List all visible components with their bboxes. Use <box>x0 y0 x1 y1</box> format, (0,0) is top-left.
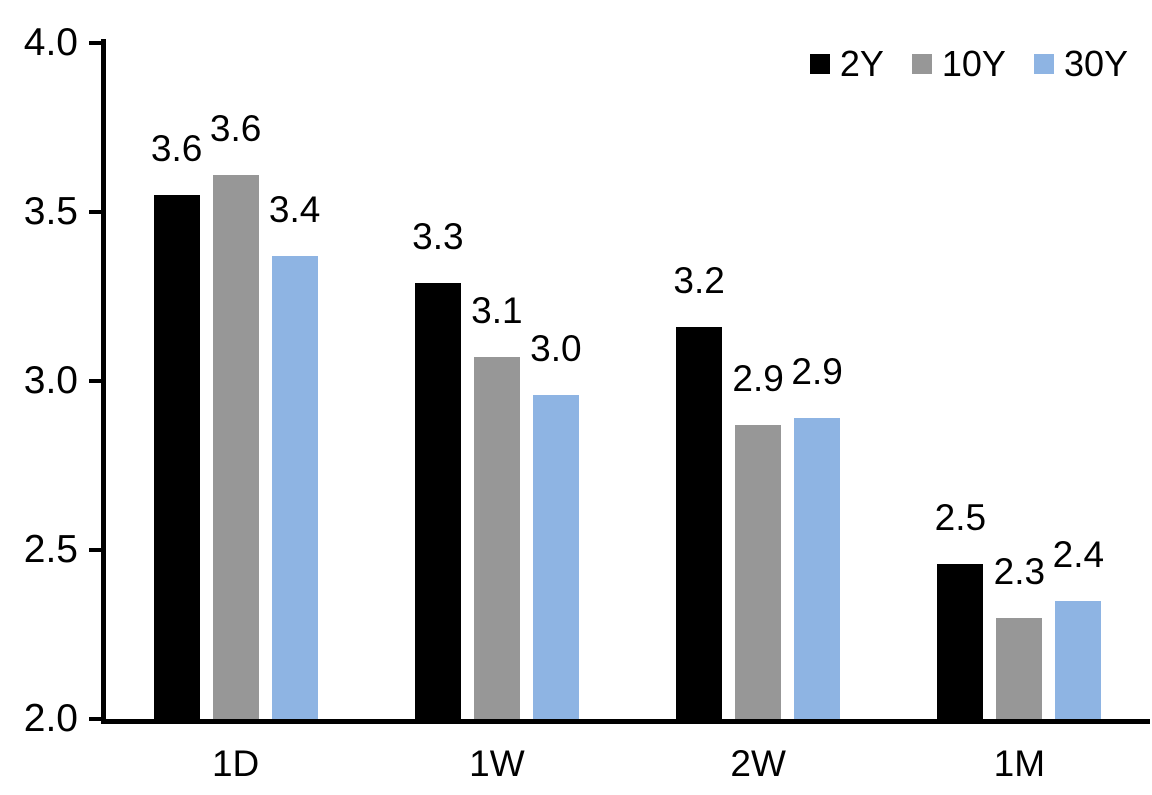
bar-30y-1w <box>532 394 579 719</box>
bar-value-label: 2.3 <box>993 550 1046 592</box>
x-category-label-1m: 1M <box>993 743 1046 784</box>
bar-2y-2w <box>676 326 723 719</box>
y-tick <box>89 41 101 45</box>
y-axis-line <box>101 39 106 724</box>
bar-value-label: 3.1 <box>471 290 523 332</box>
legend-item-2y: 2Y <box>809 43 884 84</box>
legend-item-30y: 30Y <box>1033 43 1128 84</box>
bar-2y-1d <box>153 195 200 719</box>
bar-value-label: 2.9 <box>791 351 843 393</box>
bar-30y-1m <box>1055 600 1102 719</box>
x-category-label-1w: 1W <box>469 743 525 784</box>
bar-value-label: 3.2 <box>673 259 725 301</box>
bar-value-label: 2.9 <box>732 357 784 399</box>
bar-value-label: 3.0 <box>530 327 582 369</box>
y-tick-label: 2.5 <box>23 528 78 571</box>
y-tick <box>89 548 101 552</box>
bar-value-label: 3.3 <box>412 215 464 257</box>
bar-value-label: 2.5 <box>934 496 987 538</box>
y-tick-label: 3.0 <box>23 359 78 402</box>
bar-2y-1m <box>937 563 984 719</box>
x-category-label-2w: 2W <box>730 743 786 784</box>
bar-2y-1w <box>414 282 461 719</box>
bar-10y-1d <box>212 174 259 719</box>
legend-item-10y: 10Y <box>911 43 1006 84</box>
bar-30y-1d <box>271 255 318 719</box>
legend-swatch-10y <box>911 54 932 74</box>
x-axis-line <box>101 719 1150 724</box>
bar-10y-2w <box>735 424 782 719</box>
bar-10y-1m <box>996 617 1043 719</box>
legend-swatch-30y <box>1033 54 1054 74</box>
legend-label: 30Y <box>1063 43 1128 84</box>
x-category-label-1d: 1D <box>211 743 260 784</box>
y-tick <box>89 717 101 721</box>
legend-label: 10Y <box>941 43 1006 84</box>
y-tick <box>89 210 101 214</box>
bar-value-label: 3.6 <box>150 128 203 170</box>
legend-label: 2Y <box>839 43 884 84</box>
y-tick-label: 4.0 <box>23 21 78 64</box>
y-tick-label: 2.0 <box>23 697 78 740</box>
chart-legend: 2Y 10Y 30Y <box>809 43 1128 84</box>
bar-value-label: 2.4 <box>1052 533 1105 575</box>
y-tick-label: 3.5 <box>23 190 78 233</box>
y-tick <box>89 379 101 383</box>
bar-30y-2w <box>794 418 841 719</box>
legend-swatch-2y <box>809 54 830 74</box>
bar-value-label: 3.4 <box>268 188 321 230</box>
bar-value-label: 3.6 <box>209 107 262 149</box>
bar-10y-1w <box>473 357 520 719</box>
